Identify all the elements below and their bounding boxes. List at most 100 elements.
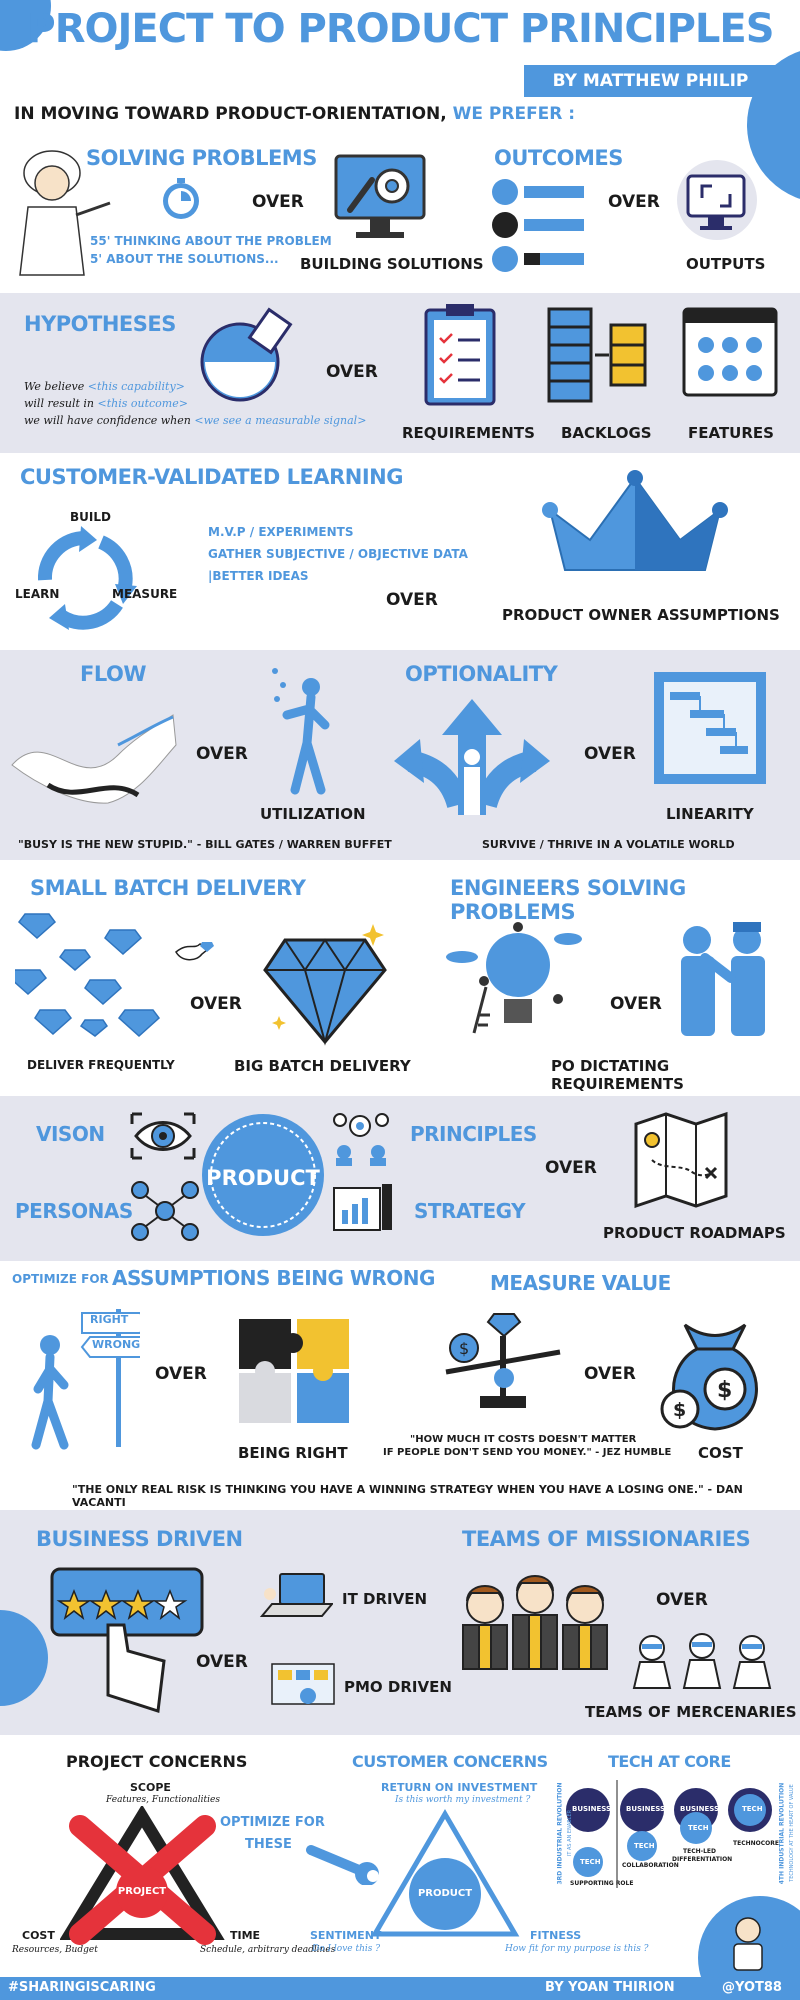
- hyp-line3-a: we will have confidence when: [24, 414, 191, 427]
- solving-note-2: 5' ABOUT THE SOLUTIONS...: [90, 252, 279, 266]
- footer-author: BY YOAN THIRION: [545, 1980, 675, 1995]
- building-solutions-label: BUILDING SOLUTIONS: [300, 255, 484, 273]
- corner-circle-left: [0, 1610, 48, 1706]
- money-bag-icon: $ $: [660, 1323, 758, 1431]
- small-batch-title: SMALL BATCH DELIVERY: [30, 876, 306, 900]
- monitor-output-icon: [677, 160, 757, 240]
- hyp-line2-b: <this outcome>: [97, 397, 188, 410]
- vision-label: VISON: [36, 1122, 105, 1146]
- persona-network-icon: [131, 1181, 199, 1241]
- footer-hashtag: #SHARINGISCARING: [8, 1980, 156, 1995]
- po-dictating-label: PO DICTATING REQUIREMENTS: [551, 1057, 684, 1093]
- tech-business-3: BUSINESS: [680, 1805, 720, 1813]
- pmo-board-icon: [271, 1663, 335, 1705]
- tech-tech-4: TECH: [580, 1858, 601, 1866]
- time-sub-label: Schedule, arbitrary deadlines: [200, 1945, 336, 1955]
- assumptions-title: ASSUMPTIONS BEING WRONG: [112, 1266, 435, 1290]
- mercenaries-label: TEAMS OF MERCENARIES: [585, 1703, 797, 1721]
- tech-business-2: BUSINESS: [626, 1805, 666, 1813]
- differentiation-label: DIFFERENTIATION: [672, 1856, 733, 1863]
- customer-validated-learning-title: CUSTOMER-VALIDATED LEARNING: [20, 465, 403, 489]
- hypotheses-band: [0, 293, 800, 453]
- personas-label: PERSONAS: [15, 1199, 133, 1223]
- cycle-measure-label: MEASURE: [112, 587, 178, 601]
- busy-quote: "BUSY IS THE NEW STUPID." - BILL GATES /…: [18, 838, 392, 851]
- flask-icon: [200, 307, 293, 402]
- over-label: OVER: [545, 1158, 597, 1178]
- footer-bar: #SHARINGISCARING BY YOAN THIRION @YOT88: [0, 1977, 800, 2000]
- author-avatar: [698, 1896, 800, 1978]
- cost-sub-label: Resources, Budget: [12, 1945, 98, 1955]
- tech-business-1: BUSINESS: [572, 1805, 612, 1813]
- project-concerns-title: PROJECT CONCERNS: [66, 1752, 248, 1771]
- customer-concerns-title: CUSTOMER CONCERNS: [352, 1752, 548, 1771]
- tech-tech-2: TECH: [688, 1824, 709, 1832]
- optionality-title: OPTIONALITY: [405, 662, 558, 686]
- tech-led-label: TECH-LED: [683, 1848, 717, 1855]
- scope-label: SCOPE: [130, 1781, 171, 1794]
- requirements-label: REQUIREMENTS: [402, 424, 535, 442]
- hypothesis-line-3: we will have confidence when <we see a m…: [24, 414, 366, 427]
- wrench-icon: [306, 1845, 379, 1885]
- roadmaps-label: PRODUCT ROADMAPS: [603, 1224, 786, 1242]
- tech-tech-3: TECH: [634, 1842, 655, 1850]
- outcomes-title: OUTCOMES: [494, 146, 623, 170]
- project-center-label: PROJECT: [117, 1886, 167, 1897]
- puzzle-icon: [239, 1319, 349, 1423]
- learning-item-2: GATHER SUBJECTIVE / OBJECTIVE DATA: [208, 547, 468, 561]
- humble-quote-2: IF PEOPLE DON'T SEND YOU MONEY." - JEZ H…: [383, 1447, 672, 1458]
- po-assumptions-label: PRODUCT OWNER ASSUMPTIONS: [502, 606, 780, 624]
- strategy-chart-icon: [333, 1184, 392, 1231]
- feature-grid-icon: [682, 307, 778, 397]
- flow-wave-icon: [11, 714, 177, 804]
- over-label: OVER: [326, 362, 378, 382]
- learning-item-1: M.V.P / EXPERIMENTS: [208, 525, 354, 539]
- strategy-label: STRATEGY: [414, 1199, 526, 1223]
- star-rating-icon: [50, 1567, 204, 1713]
- sentiment-label: SENTIMENT: [310, 1929, 382, 1942]
- over-label: OVER: [584, 744, 636, 764]
- tech-core-title: TECH AT CORE: [608, 1752, 731, 1771]
- hypothesis-line-2: will result in <this outcome>: [24, 397, 188, 410]
- optimize-for-label: OPTIMIZE FOR: [12, 1272, 109, 1286]
- dove-diamond-icon: [175, 942, 214, 961]
- over-label: OVER: [190, 994, 242, 1014]
- features-label: FEATURES: [688, 424, 774, 442]
- lightbulb-team-icon: [446, 922, 582, 1034]
- signpost-walker-icon: [31, 1309, 140, 1450]
- backlog-stack-icon: [547, 307, 647, 403]
- cost-corner-label: COST: [22, 1929, 55, 1942]
- big-diamond-icon: [263, 924, 387, 1046]
- principles-label: PRINCIPLES: [410, 1122, 537, 1146]
- rev3-sub-label: IT AS AN ENABLER: [567, 1809, 573, 1857]
- product-circle: [202, 1114, 324, 1236]
- cost-label: COST: [698, 1444, 743, 1462]
- sentiment-bars-icon: [492, 179, 584, 272]
- project-triangle-crossed-icon: [60, 1806, 225, 1945]
- svg-text:$: $: [717, 1378, 732, 1403]
- solving-note-1: 55' THINKING ABOUT THE PROBLEM: [90, 234, 332, 248]
- solving-problems-title: SOLVING PROBLEMS: [86, 146, 317, 170]
- over-label: OVER: [608, 192, 660, 212]
- over-label: OVER: [155, 1364, 207, 1384]
- sentiment-sub-label: Do I love this ?: [312, 1944, 381, 1954]
- intro-highlight: WE PREFER :: [452, 104, 576, 124]
- over-label: OVER: [252, 192, 304, 212]
- footer-handle: @YOT88: [722, 1980, 782, 1995]
- corner-circle-top-left: [0, 0, 51, 51]
- intro-line: IN MOVING TOWARD PRODUCT-ORIENTATION, WE…: [14, 104, 575, 124]
- einstein-illustration: [19, 150, 111, 276]
- missionaries-team-icon: [462, 1575, 608, 1670]
- hypothesis-line-1: We believe <this capability>: [24, 380, 185, 393]
- product-center-label: PRODUCT: [206, 1166, 320, 1190]
- over-label: OVER: [386, 590, 438, 610]
- outputs-label: OUTPUTS: [686, 255, 766, 273]
- optimize-for-these-2: THESE: [245, 1837, 292, 1852]
- over-label: OVER: [196, 744, 248, 764]
- business-driven-title: BUSINESS DRIVEN: [36, 1527, 243, 1551]
- intro-prefix: IN MOVING TOWARD PRODUCT-ORIENTATION,: [14, 104, 447, 124]
- clipboard-checklist-icon: [424, 304, 496, 406]
- author-byline: BY MATTHEW PHILIP: [524, 65, 777, 97]
- hyp-line2-a: will result in: [24, 397, 95, 410]
- svg-text:$: $: [673, 1399, 686, 1421]
